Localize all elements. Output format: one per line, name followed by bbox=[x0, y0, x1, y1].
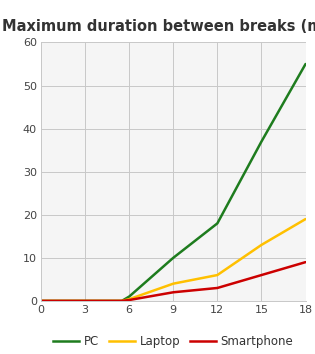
Legend: PC, Laptop, Smartphone: PC, Laptop, Smartphone bbox=[49, 330, 298, 353]
Line: PC: PC bbox=[41, 64, 306, 301]
Laptop bbox=[215, 273, 219, 277]
Smartphone bbox=[215, 286, 219, 290]
PC bbox=[304, 62, 307, 66]
PC bbox=[127, 295, 131, 299]
Line: Laptop: Laptop bbox=[41, 219, 306, 301]
Laptop bbox=[127, 297, 131, 301]
Smartphone bbox=[120, 299, 124, 303]
Laptop bbox=[304, 217, 307, 221]
PC bbox=[171, 256, 175, 260]
PC bbox=[120, 299, 124, 303]
Smartphone bbox=[171, 290, 175, 295]
Laptop bbox=[120, 299, 124, 303]
Title: Maximum duration between breaks (min): Maximum duration between breaks (min) bbox=[2, 19, 315, 34]
Smartphone bbox=[260, 273, 263, 277]
PC bbox=[39, 299, 43, 303]
PC bbox=[260, 139, 263, 144]
Smartphone bbox=[127, 298, 131, 302]
Smartphone bbox=[39, 299, 43, 303]
Laptop bbox=[260, 243, 263, 247]
Laptop bbox=[39, 299, 43, 303]
Smartphone bbox=[304, 260, 307, 264]
Laptop bbox=[171, 281, 175, 286]
PC bbox=[215, 221, 219, 225]
Line: Smartphone: Smartphone bbox=[41, 262, 306, 301]
